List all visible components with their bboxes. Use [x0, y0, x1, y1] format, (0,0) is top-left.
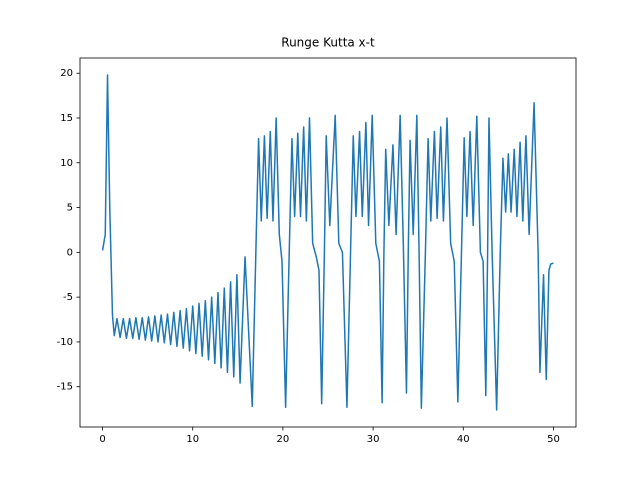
y-tick-label: 20 [60, 68, 73, 79]
y-tick-label: 0 [67, 247, 73, 258]
y-tick-label: 15 [60, 113, 73, 124]
chart-title: Runge Kutta x-t [281, 36, 375, 50]
y-tick-label: -15 [57, 382, 73, 393]
y-tick-label: -10 [57, 337, 73, 348]
y-tick-label: -5 [63, 292, 73, 303]
x-tick-label: 40 [457, 434, 470, 445]
x-tick-label: 0 [99, 434, 105, 445]
y-tick-label: 5 [67, 203, 73, 214]
y-tick-label: 10 [60, 158, 73, 169]
data-line [101, 74, 554, 411]
x-tick-label: 50 [547, 434, 560, 445]
plot-frame [79, 57, 577, 428]
x-tick-label: 20 [277, 434, 290, 445]
x-tick-label: 10 [186, 434, 199, 445]
x-tick-label: 30 [367, 434, 380, 445]
